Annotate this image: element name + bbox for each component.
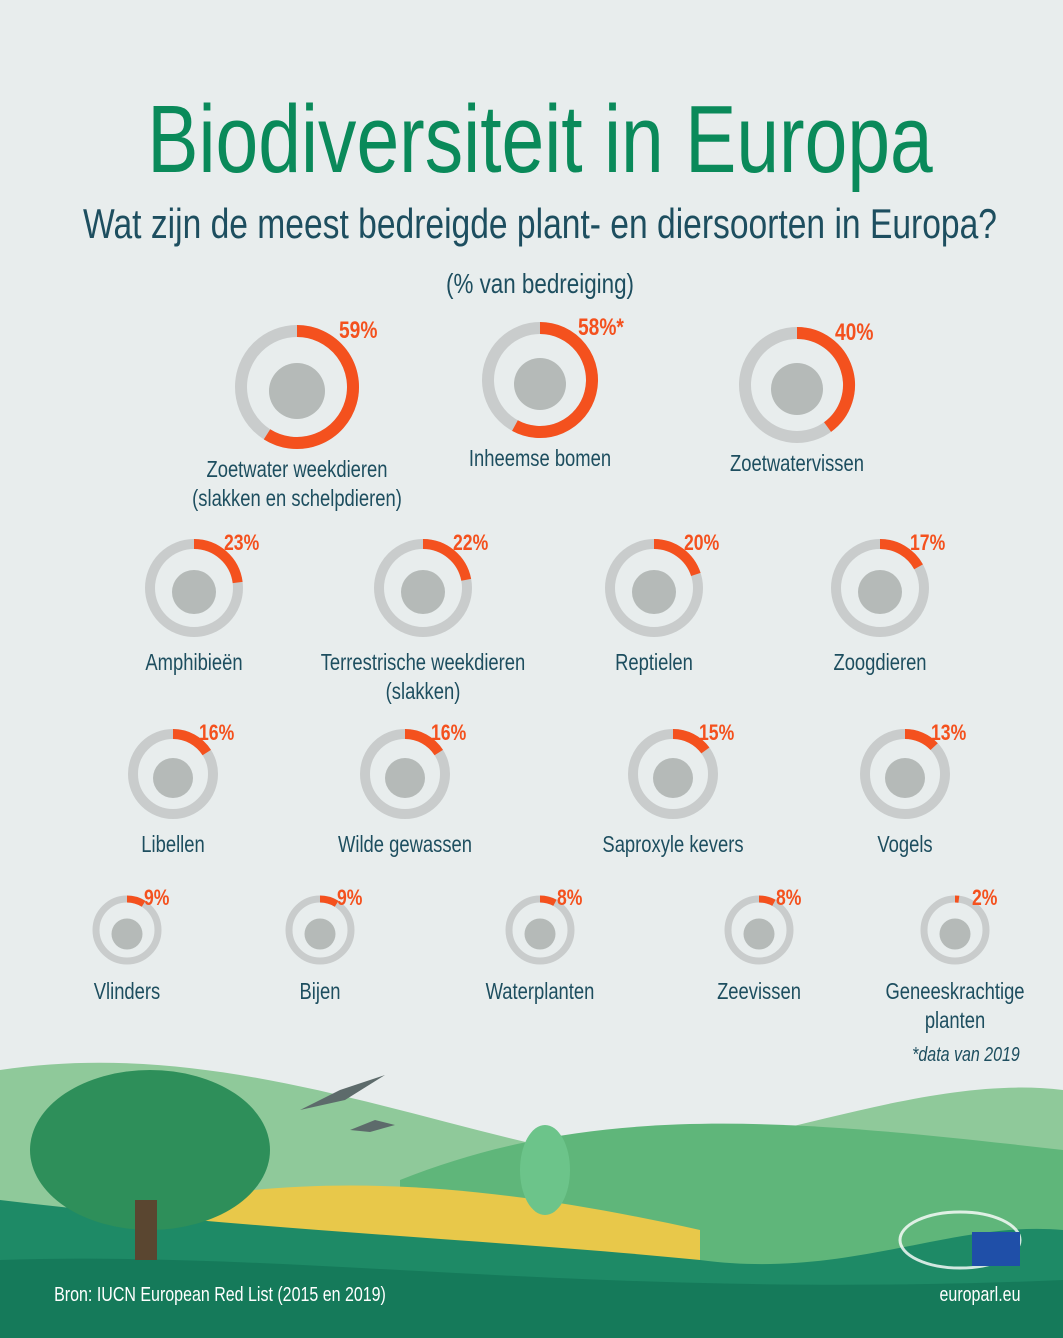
icon [632,570,676,614]
category-label: Libellen [53,830,293,859]
value-label: 58%* [578,314,650,342]
icon [744,919,775,950]
value-label: 9% [144,885,216,911]
value-label: 16% [431,720,503,746]
icon [172,570,216,614]
icon [653,758,693,798]
icon [153,758,193,798]
source: Bron: IUCN European Red List (2015 en 20… [20,1284,420,1307]
category-label: Waterplanten [420,977,660,1006]
value-label: 22% [453,530,525,556]
value-label: 9% [337,885,409,911]
icon [112,919,143,950]
value-label: 20% [684,530,756,556]
category-label: Inheemse bomen [420,444,660,473]
title: Biodiversiteit in Europa [20,85,1060,195]
category-label: Amphibieën [74,648,314,677]
ring-arc [127,899,144,904]
value-label: 8% [557,885,629,911]
icon [885,758,925,798]
value-label: 15% [699,720,771,746]
icon [940,919,971,950]
icon [305,919,336,950]
ring-arc [540,899,555,903]
category-label: Geneeskrachtige planten [879,977,1031,1035]
value-label: 59% [339,317,411,345]
icon [385,758,425,798]
icon [269,363,325,419]
unit-note: (% van bedreiging) [380,268,700,300]
category-label: Vogels [785,830,1025,859]
icon [771,363,823,415]
value-label: 2% [972,885,1044,911]
ring-arc [759,899,774,903]
category-label: Zeevissen [639,977,879,1006]
site: europarl.eu [900,1284,1060,1307]
category-label: Saproxyle kevers [553,830,793,859]
value-label: 17% [910,530,982,556]
category-label: Wilde gewassen [285,830,525,859]
icon [525,919,556,950]
infographic: Biodiversiteit in Europa Wat zijn de mee… [0,0,1063,1338]
icon [858,570,902,614]
subtitle: Wat zijn de meest bedreigde plant- en di… [20,200,1060,248]
footnote: *data van 2019 [886,1044,1046,1067]
category-label: Zoetwater weekdieren (slakken en schelpd… [189,455,405,513]
ring-arc [320,899,337,904]
icon [401,570,445,614]
category-label: Zoogdieren [760,648,1000,677]
value-label: 13% [931,720,1003,746]
value-label: 8% [776,885,848,911]
ring-arc [905,734,934,747]
value-label: 16% [199,720,271,746]
category-label: Bijen [200,977,440,1006]
value-label: 23% [224,530,296,556]
category-label: Zoetwatervissen [677,449,917,478]
category-label: Reptielen [534,648,774,677]
category-label: Terrestrische weekdieren (slakken) [319,648,527,706]
value-label: 40% [835,319,907,347]
icon [514,358,566,410]
